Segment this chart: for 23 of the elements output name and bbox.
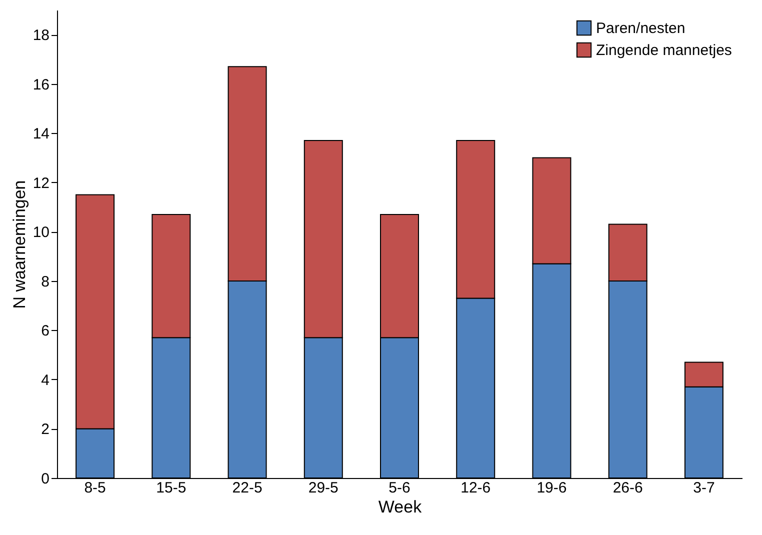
x-tick-label: 12-6: [460, 480, 491, 496]
legend-label: Paren/nesten: [596, 20, 686, 37]
x-tick-label: 5-6: [388, 480, 410, 496]
x-tick-label: 22-5: [232, 480, 262, 496]
y-tick-label: 18: [32, 27, 50, 44]
x-axis-title: Week: [378, 498, 422, 516]
y-tick-label: 4: [41, 372, 50, 389]
x-tick-label: 3-7: [693, 480, 715, 496]
x-tick-label: 19-6: [536, 480, 567, 496]
x-tick-label: 15-5: [156, 480, 186, 496]
y-tick-label: 2: [41, 421, 50, 438]
x-tick-label: 26-6: [612, 480, 643, 496]
y-tick-label: 16: [32, 76, 50, 94]
x-tick-label: 29-5: [308, 480, 338, 496]
y-tick-label: 8: [41, 273, 50, 290]
x-tick-label: 8-5: [84, 480, 106, 496]
y-tick-label: 12: [32, 174, 50, 192]
y-tick-label: 10: [32, 224, 50, 242]
legend-label: Zingende mannetjes: [596, 42, 732, 59]
y-tick-label: 14: [32, 126, 50, 143]
y-tick-label: 6: [41, 322, 50, 340]
y-tick-label: 0: [41, 470, 50, 488]
y-axis-title: N waarnemingen: [10, 180, 29, 309]
